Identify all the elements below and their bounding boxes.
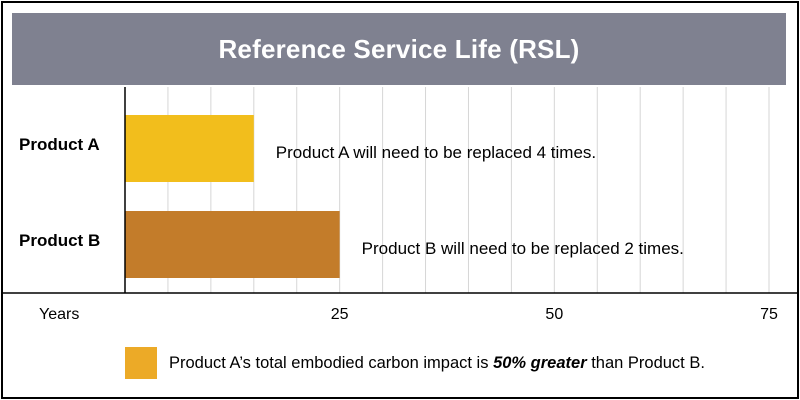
grid-lines [167,87,770,293]
x-axis-label: Years [39,306,79,323]
footnote: Product A’s total embodied carbon impact… [125,347,705,379]
footnote-swatch [125,347,157,379]
x-tick-label: 75 [760,306,778,323]
x-tick-label: 25 [331,306,349,323]
category-label: Product B [19,231,100,250]
bar-annotation: Product B will need to be replaced 2 tim… [362,239,684,258]
axes [3,87,797,294]
footnote-emphasis: 50% greater [493,353,587,372]
bars [125,115,340,278]
footnote-text: Product A’s total embodied carbon impact… [169,354,705,373]
footnote-text-after: than Product B. [586,353,705,372]
footnote-text-before: Product A’s total embodied carbon impact… [169,353,494,372]
chart-title: Reference Service Life (RSL) [218,33,580,64]
bar-annotation: Product A will need to be replaced 4 tim… [276,143,596,162]
category-label: Product A [19,135,100,154]
rsl-chart: Product A Product A will need to be repla… [3,87,797,323]
x-tick-label: 50 [545,306,563,323]
title-bar: Reference Service Life (RSL) [12,13,786,85]
bar-product-a [125,115,254,182]
labels: Product A Product A will need to be repla… [19,135,778,323]
bar-product-b [125,211,340,278]
